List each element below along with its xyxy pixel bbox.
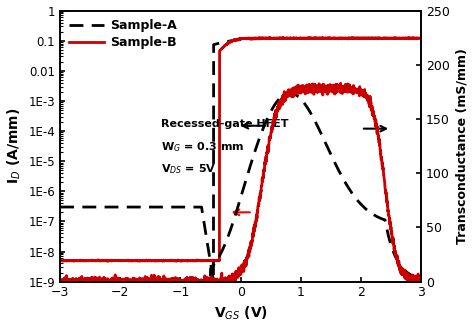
- Sample-A: [408, 36, 414, 40]
- Text: Recessed-gate HFET: Recessed-gate HFET: [161, 119, 289, 129]
- Text: V$_{DS}$ = 5V: V$_{DS}$ = 5V: [161, 162, 217, 176]
- Sample-B: [233, 38, 239, 42]
- Sample-A: [408, 36, 413, 40]
- Sample-B: [105, 259, 110, 263]
- Sample-B: [408, 36, 414, 40]
- Sample-A: [76, 205, 82, 209]
- Sample-B: [408, 36, 414, 40]
- Sample-A: [233, 38, 239, 42]
- Legend: Sample-A, Sample-B: Sample-A, Sample-B: [66, 17, 179, 51]
- Sample-B: [342, 36, 347, 40]
- Sample-A: [419, 36, 424, 40]
- Text: W$_G$ = 0.3 mm: W$_G$ = 0.3 mm: [161, 141, 245, 154]
- Y-axis label: Transconductance (mS/mm): Transconductance (mS/mm): [456, 48, 468, 244]
- Sample-A: [57, 205, 63, 209]
- Sample-B: [419, 36, 424, 40]
- Line: Sample-B: Sample-B: [60, 38, 421, 261]
- Sample-A: [210, 279, 216, 283]
- Line: Sample-A: Sample-A: [60, 38, 421, 281]
- Sample-B: [223, 42, 229, 46]
- Sample-A: [223, 40, 229, 44]
- Sample-B: [57, 258, 63, 262]
- Y-axis label: I$_D$ (A/mm): I$_D$ (A/mm): [6, 108, 23, 184]
- Sample-B: [349, 36, 355, 40]
- Sample-A: [342, 36, 347, 40]
- X-axis label: V$_{GS}$ (V): V$_{GS}$ (V): [214, 305, 268, 322]
- Sample-B: [76, 259, 82, 263]
